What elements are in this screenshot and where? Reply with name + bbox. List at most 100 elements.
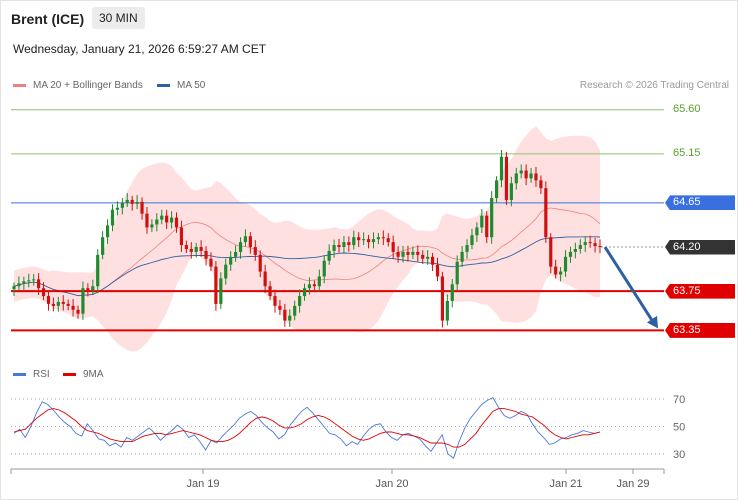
candle-body	[56, 301, 60, 306]
candle-body	[135, 201, 139, 204]
ma50-swatch	[157, 84, 170, 87]
candle-body	[426, 256, 430, 259]
candle-body	[514, 173, 518, 184]
candle-body	[588, 242, 592, 244]
candle-body	[445, 300, 449, 321]
candle-body	[214, 266, 218, 304]
candle-body	[312, 284, 316, 287]
candle-body	[27, 280, 31, 282]
watermark: Research © 2026 Trading Central	[579, 80, 729, 91]
candle-body	[248, 236, 252, 248]
candle-body	[96, 254, 100, 287]
candle-body	[475, 227, 479, 236]
candle-body	[115, 207, 120, 210]
candle-body	[470, 235, 474, 246]
candle-body	[194, 247, 198, 252]
legend-ma50-label: MA 50	[177, 80, 206, 91]
candle-body	[184, 245, 188, 249]
ma20-swatch	[13, 84, 26, 87]
candle-body	[298, 296, 302, 306]
candle-body	[480, 215, 484, 228]
rsi-swatch	[13, 373, 26, 376]
candle-body	[219, 278, 223, 304]
candle-body	[416, 251, 420, 255]
legend-rsi-label: RSI	[33, 369, 50, 380]
candle-body	[288, 315, 292, 321]
candle-body	[199, 247, 203, 251]
candle-body	[46, 296, 51, 304]
candle-body	[490, 197, 494, 238]
rsi-level-label: 30	[673, 449, 685, 461]
candle-body	[101, 237, 105, 255]
candle-body	[568, 251, 573, 257]
price-label-64-65: 64.65	[665, 195, 735, 211]
candle-body	[440, 276, 445, 321]
rsi-line	[13, 397, 601, 459]
price-label-63-75: 63.75	[665, 283, 735, 299]
candle-body	[559, 271, 563, 275]
candle-body	[327, 250, 331, 261]
candle-body	[485, 215, 489, 238]
candle-body	[504, 156, 509, 200]
candle-body	[145, 213, 149, 228]
legend-rsi: RSI	[13, 369, 50, 380]
legend-ma20-label: MA 20 + Bollinger Bands	[33, 80, 143, 91]
candle-body	[165, 215, 169, 223]
candle-body	[169, 217, 174, 223]
candle-body	[529, 173, 533, 179]
legend-ma50: MA 50	[157, 80, 205, 91]
candle-body	[189, 248, 193, 252]
candle-body	[263, 271, 267, 287]
ma9-swatch	[63, 373, 76, 376]
rsi-level-label: 50	[673, 422, 685, 434]
candle-body	[125, 199, 129, 203]
candle-body	[253, 247, 257, 255]
candle-body	[268, 286, 272, 297]
candle-body	[544, 188, 548, 238]
candle-body	[421, 254, 425, 259]
legend-9ma-label: 9MA	[83, 369, 104, 380]
candle-body	[32, 279, 36, 281]
candle-body	[81, 288, 85, 314]
candle-body	[342, 242, 346, 248]
candle-body	[524, 170, 528, 179]
candle-body	[598, 246, 602, 248]
candle-body	[322, 260, 326, 277]
candle-body	[347, 242, 351, 246]
candle-body	[563, 256, 568, 272]
candle-body	[37, 279, 41, 289]
ma50-line	[13, 236, 601, 297]
candle-body	[573, 248, 577, 252]
candle-body	[578, 245, 582, 249]
candle-body	[229, 256, 233, 265]
candle-body	[371, 239, 376, 243]
forecast-arrow	[603, 246, 656, 325]
candle-body	[411, 251, 415, 255]
candle-body	[406, 251, 410, 255]
candle-body	[76, 309, 80, 314]
candle-body	[386, 238, 390, 243]
candle-body	[366, 239, 371, 243]
candle-body	[381, 237, 385, 239]
candle-body	[12, 286, 16, 290]
candle-body	[362, 239, 366, 241]
candle-body	[401, 251, 405, 257]
candle-body	[22, 281, 26, 284]
candle-body	[61, 301, 65, 304]
candle-body	[155, 219, 159, 225]
rsi-level-label: 70	[673, 394, 685, 406]
candle-body	[519, 170, 523, 174]
candle-body	[539, 180, 543, 189]
candle-body	[204, 250, 208, 259]
timeframe-badge[interactable]: 30 MIN	[92, 7, 145, 29]
candle-body	[302, 288, 307, 297]
candle-body	[110, 209, 115, 226]
candle-body	[160, 215, 164, 220]
candle-body	[376, 237, 381, 240]
candle-body	[494, 180, 499, 198]
price-label-64-20: 64.20	[665, 239, 735, 255]
candle-body	[396, 251, 400, 257]
candle-body	[455, 261, 459, 285]
candle-body	[91, 286, 95, 291]
